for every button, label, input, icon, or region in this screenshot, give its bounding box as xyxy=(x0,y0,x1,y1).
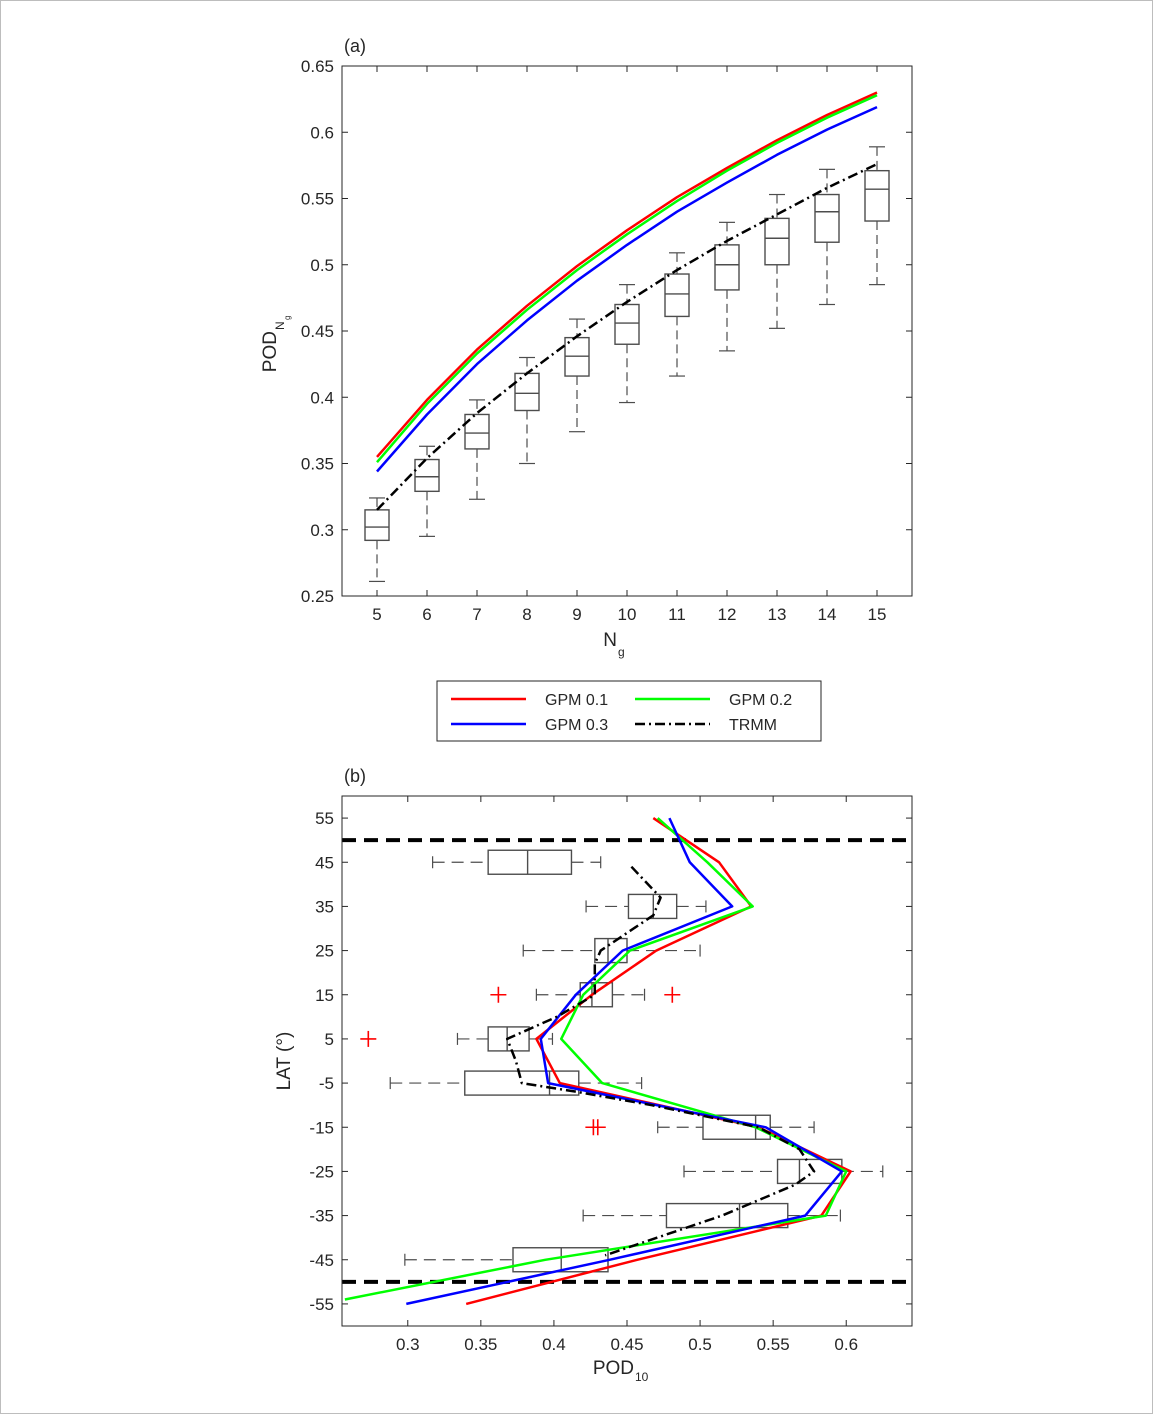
panel-b-ylabel-group: LAT (°) xyxy=(274,1032,295,1091)
panel-b-xtick-label: 0.35 xyxy=(464,1335,497,1354)
panel-b: 0.3 0.35 0.4 0.45 0.5 0.55 0.6 55 45 35 25 15 5 -5 -15… xyxy=(274,766,913,1384)
panel-b-xtick-label: 0.6 xyxy=(834,1335,858,1354)
panel-b-xtick-label: 0.3 xyxy=(396,1335,420,1354)
panel-a-box xyxy=(614,303,640,345)
panel-b-box xyxy=(464,1070,580,1096)
legend-box xyxy=(436,680,822,742)
panel-a-xtick-label: 11 xyxy=(668,605,686,624)
panel-a-ytick-label: 0.45 xyxy=(301,322,334,341)
panel-b-ytick-label: -45 xyxy=(309,1251,334,1270)
panel-a-box xyxy=(664,273,690,318)
panel-a-box xyxy=(814,193,840,243)
panel-b-ytick-label: -55 xyxy=(309,1295,334,1314)
legend: GPM 0.1 GPM 0.2 GPM 0.3 TRMM xyxy=(436,680,822,742)
panel-b-box xyxy=(627,893,678,920)
panel-b-box xyxy=(487,1026,530,1052)
panel-b-ytick-label: 25 xyxy=(315,942,334,961)
legend-label-trmm: TRMM xyxy=(729,717,777,734)
panel-a: 5 6 7 8 9 10 11 12 13 14 15 0.25 0.3 0.35 0.4 0.45 0.5 0.… xyxy=(260,36,913,659)
legend-label-gpm02: GPM 0.2 xyxy=(729,692,792,709)
panel-b-box xyxy=(665,1202,789,1229)
panel-b-xlabel-sub: 10 xyxy=(635,1370,649,1384)
panel-b-xtick-label: 0.45 xyxy=(610,1335,643,1354)
panel-b-ytick-label: 5 xyxy=(325,1030,334,1049)
panel-b-axes-box xyxy=(341,795,913,1327)
panel-b-series-line xyxy=(344,817,848,1301)
panel-b-ytick-label: 15 xyxy=(315,986,334,1005)
panel-b-series-line xyxy=(406,817,844,1306)
panel-a-ytick-label: 0.3 xyxy=(310,521,334,540)
panel-a-series-line xyxy=(376,91,878,458)
panel-a-label: (a) xyxy=(344,36,366,56)
panel-a-ytick-label: 0.65 xyxy=(301,57,334,76)
panel-a-ylabel-sub: N xyxy=(273,321,287,330)
panel-b-xtick-label: 0.55 xyxy=(757,1335,790,1354)
panel-b-ytick-label: -35 xyxy=(309,1207,334,1226)
panel-a-plot-area xyxy=(342,66,912,596)
panel-a-box xyxy=(414,458,440,493)
panel-a-axes-box xyxy=(341,65,913,597)
panel-b-ytick-label: -5 xyxy=(319,1074,334,1093)
panel-a-ytick-label: 0.35 xyxy=(301,455,334,474)
panel-b-xtick-label: 0.4 xyxy=(542,1335,566,1354)
panel-b-series-line xyxy=(505,865,816,1257)
panel-a-ylabel-subsub: g xyxy=(283,316,292,320)
panel-a-xtick-label: 14 xyxy=(818,605,837,624)
panel-a-ytick-label: 0.55 xyxy=(301,190,334,209)
panel-b-ylabel: LAT (°) xyxy=(274,1032,295,1091)
panel-b-ytick-label: -15 xyxy=(309,1118,334,1137)
panel-a-xtick-label: 6 xyxy=(422,605,431,624)
panel-a-ytick-label: 0.4 xyxy=(310,388,334,407)
panel-a-box xyxy=(864,169,890,222)
panel-a-box xyxy=(464,413,490,450)
panel-b-ytick-label: 45 xyxy=(315,853,334,872)
panel-a-xtick-label: 7 xyxy=(472,605,481,624)
panel-a-box xyxy=(714,244,740,291)
legend-label-gpm03: GPM 0.3 xyxy=(545,717,608,734)
panel-b-plot-area xyxy=(342,796,912,1326)
panel-a-ytick-label: 0.25 xyxy=(301,587,334,606)
panel-a-series-line xyxy=(376,162,878,511)
panel-a-ylabel-group: POD N g xyxy=(260,316,292,373)
panel-b-ytick-label: 35 xyxy=(315,897,334,916)
panel-a-xtick-label: 9 xyxy=(572,605,581,624)
panel-b-label: (b) xyxy=(344,766,366,786)
panel-a-xtick-label: 8 xyxy=(522,605,531,624)
panel-b-xlabel: POD xyxy=(593,1358,634,1379)
panel-b-box xyxy=(487,849,573,875)
panel-a-ylabel: POD xyxy=(260,331,281,372)
panel-a-xtick-label: 15 xyxy=(868,605,887,624)
panel-a-xtick-label: 10 xyxy=(618,605,637,624)
panel-a-box xyxy=(764,217,790,266)
panel-b-box xyxy=(702,1114,771,1140)
panel-b-ytick-label: 55 xyxy=(315,809,334,828)
panel-a-xlabel-sub: g xyxy=(618,645,625,659)
panel-a-xtick-label: 12 xyxy=(718,605,737,624)
panel-a-series-line xyxy=(376,94,878,464)
panel-a-ytick-label: 0.6 xyxy=(310,123,334,142)
panel-a-xtick-label: 13 xyxy=(768,605,787,624)
panel-a-xlabel: N xyxy=(603,630,617,651)
panel-a-xtick-label: 5 xyxy=(372,605,381,624)
panel-b-ytick-label: -25 xyxy=(309,1162,334,1181)
panel-a-series-line xyxy=(376,105,878,473)
legend-label-gpm01: GPM 0.1 xyxy=(545,692,608,709)
panel-a-ytick-label: 0.5 xyxy=(310,256,334,275)
panel-b-xtick-label: 0.5 xyxy=(688,1335,712,1354)
